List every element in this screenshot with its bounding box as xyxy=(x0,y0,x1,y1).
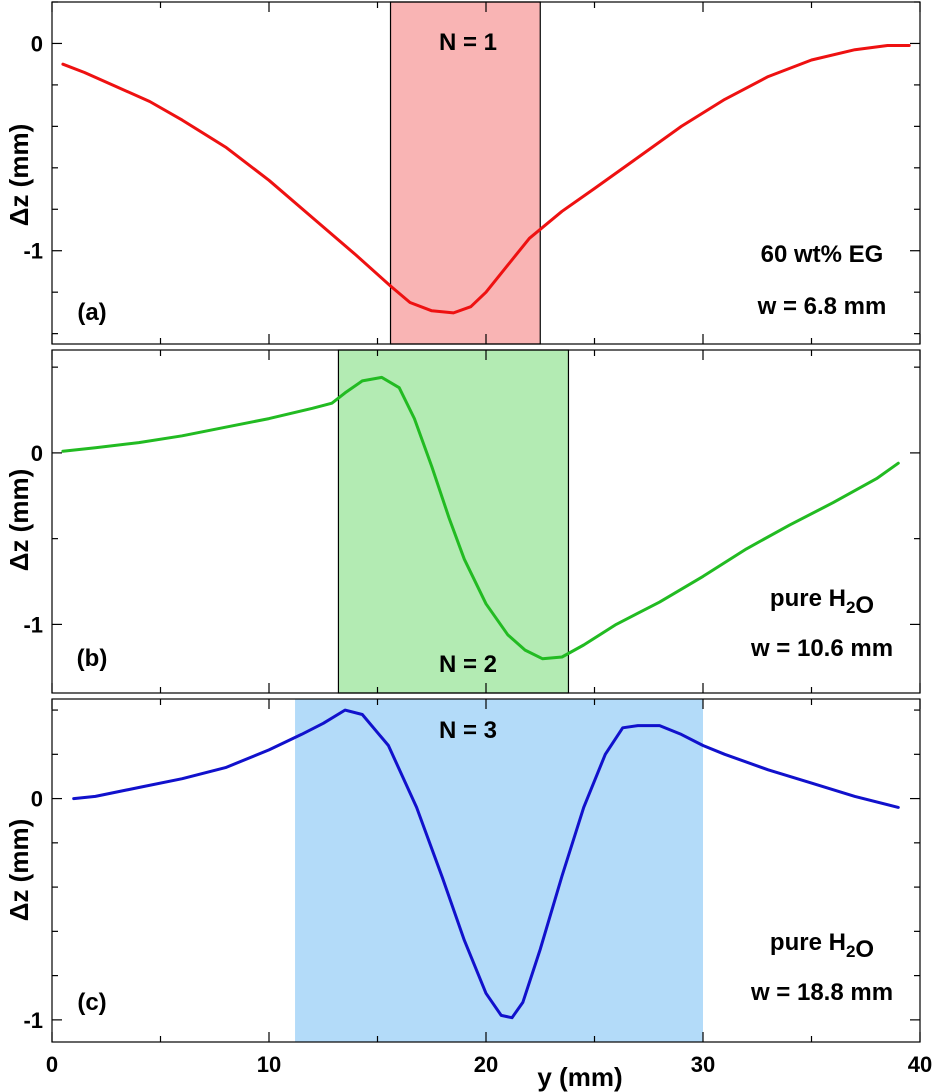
mode-band xyxy=(337,349,570,694)
y-tick-label: 0 xyxy=(31,441,43,466)
panel-a: 0 -1 Δz (mm) N = 1 (a) 60 wt% EG w = 6.8 mm xyxy=(4,1,921,345)
mode-label: N = 2 xyxy=(439,651,497,678)
panel-annotation: pure H2O xyxy=(770,929,874,963)
mode-band xyxy=(295,699,703,1042)
y-axis-title: Δz (mm) xyxy=(4,124,34,226)
x-axis-title: y (mm) xyxy=(537,1062,622,1092)
panel-annotation: w = 18.8 mm xyxy=(750,979,893,1006)
y-tick-label: -1 xyxy=(23,239,43,264)
x-tick-label: 0 xyxy=(46,1052,58,1077)
series-line-b xyxy=(61,375,900,661)
x-tick-label: 40 xyxy=(908,1052,932,1077)
panel-annotation: w = 10.6 mm xyxy=(750,635,893,662)
mode-band xyxy=(389,1,541,345)
y-tick-label: 0 xyxy=(31,31,43,56)
panel-label: (c) xyxy=(77,989,106,1016)
y-tick-label: -1 xyxy=(23,1008,43,1033)
mode-label: N = 3 xyxy=(439,717,497,744)
y-tick-label: -1 xyxy=(23,612,43,637)
mode-label: N = 1 xyxy=(439,29,497,56)
y-tick-label: 0 xyxy=(31,787,43,812)
series-line-a xyxy=(61,44,911,315)
x-tick-label: 20 xyxy=(474,1052,498,1077)
panel-annotation: w = 6.8 mm xyxy=(757,293,887,320)
x-tick-label: 10 xyxy=(257,1052,281,1077)
panel-label: (a) xyxy=(77,299,106,326)
panel-annotation: pure H2O xyxy=(770,585,874,619)
panel-b: 0 -1 Δz (mm) N = 2 (b) pure H2O w = 10.6 mm xyxy=(4,349,921,694)
panel-label: (b) xyxy=(77,645,108,672)
panel-annotation: 60 wt% EG xyxy=(761,241,884,268)
series-line-c xyxy=(72,708,900,1020)
panel-c: 0 -1 Δz (mm) N = 3 (c) pure H2O w = 18.8 mm xyxy=(4,698,921,1043)
y-axis-title: Δz (mm) xyxy=(4,469,34,571)
y-axis-title: Δz (mm) xyxy=(4,819,34,921)
x-tick-label: 30 xyxy=(691,1052,715,1077)
